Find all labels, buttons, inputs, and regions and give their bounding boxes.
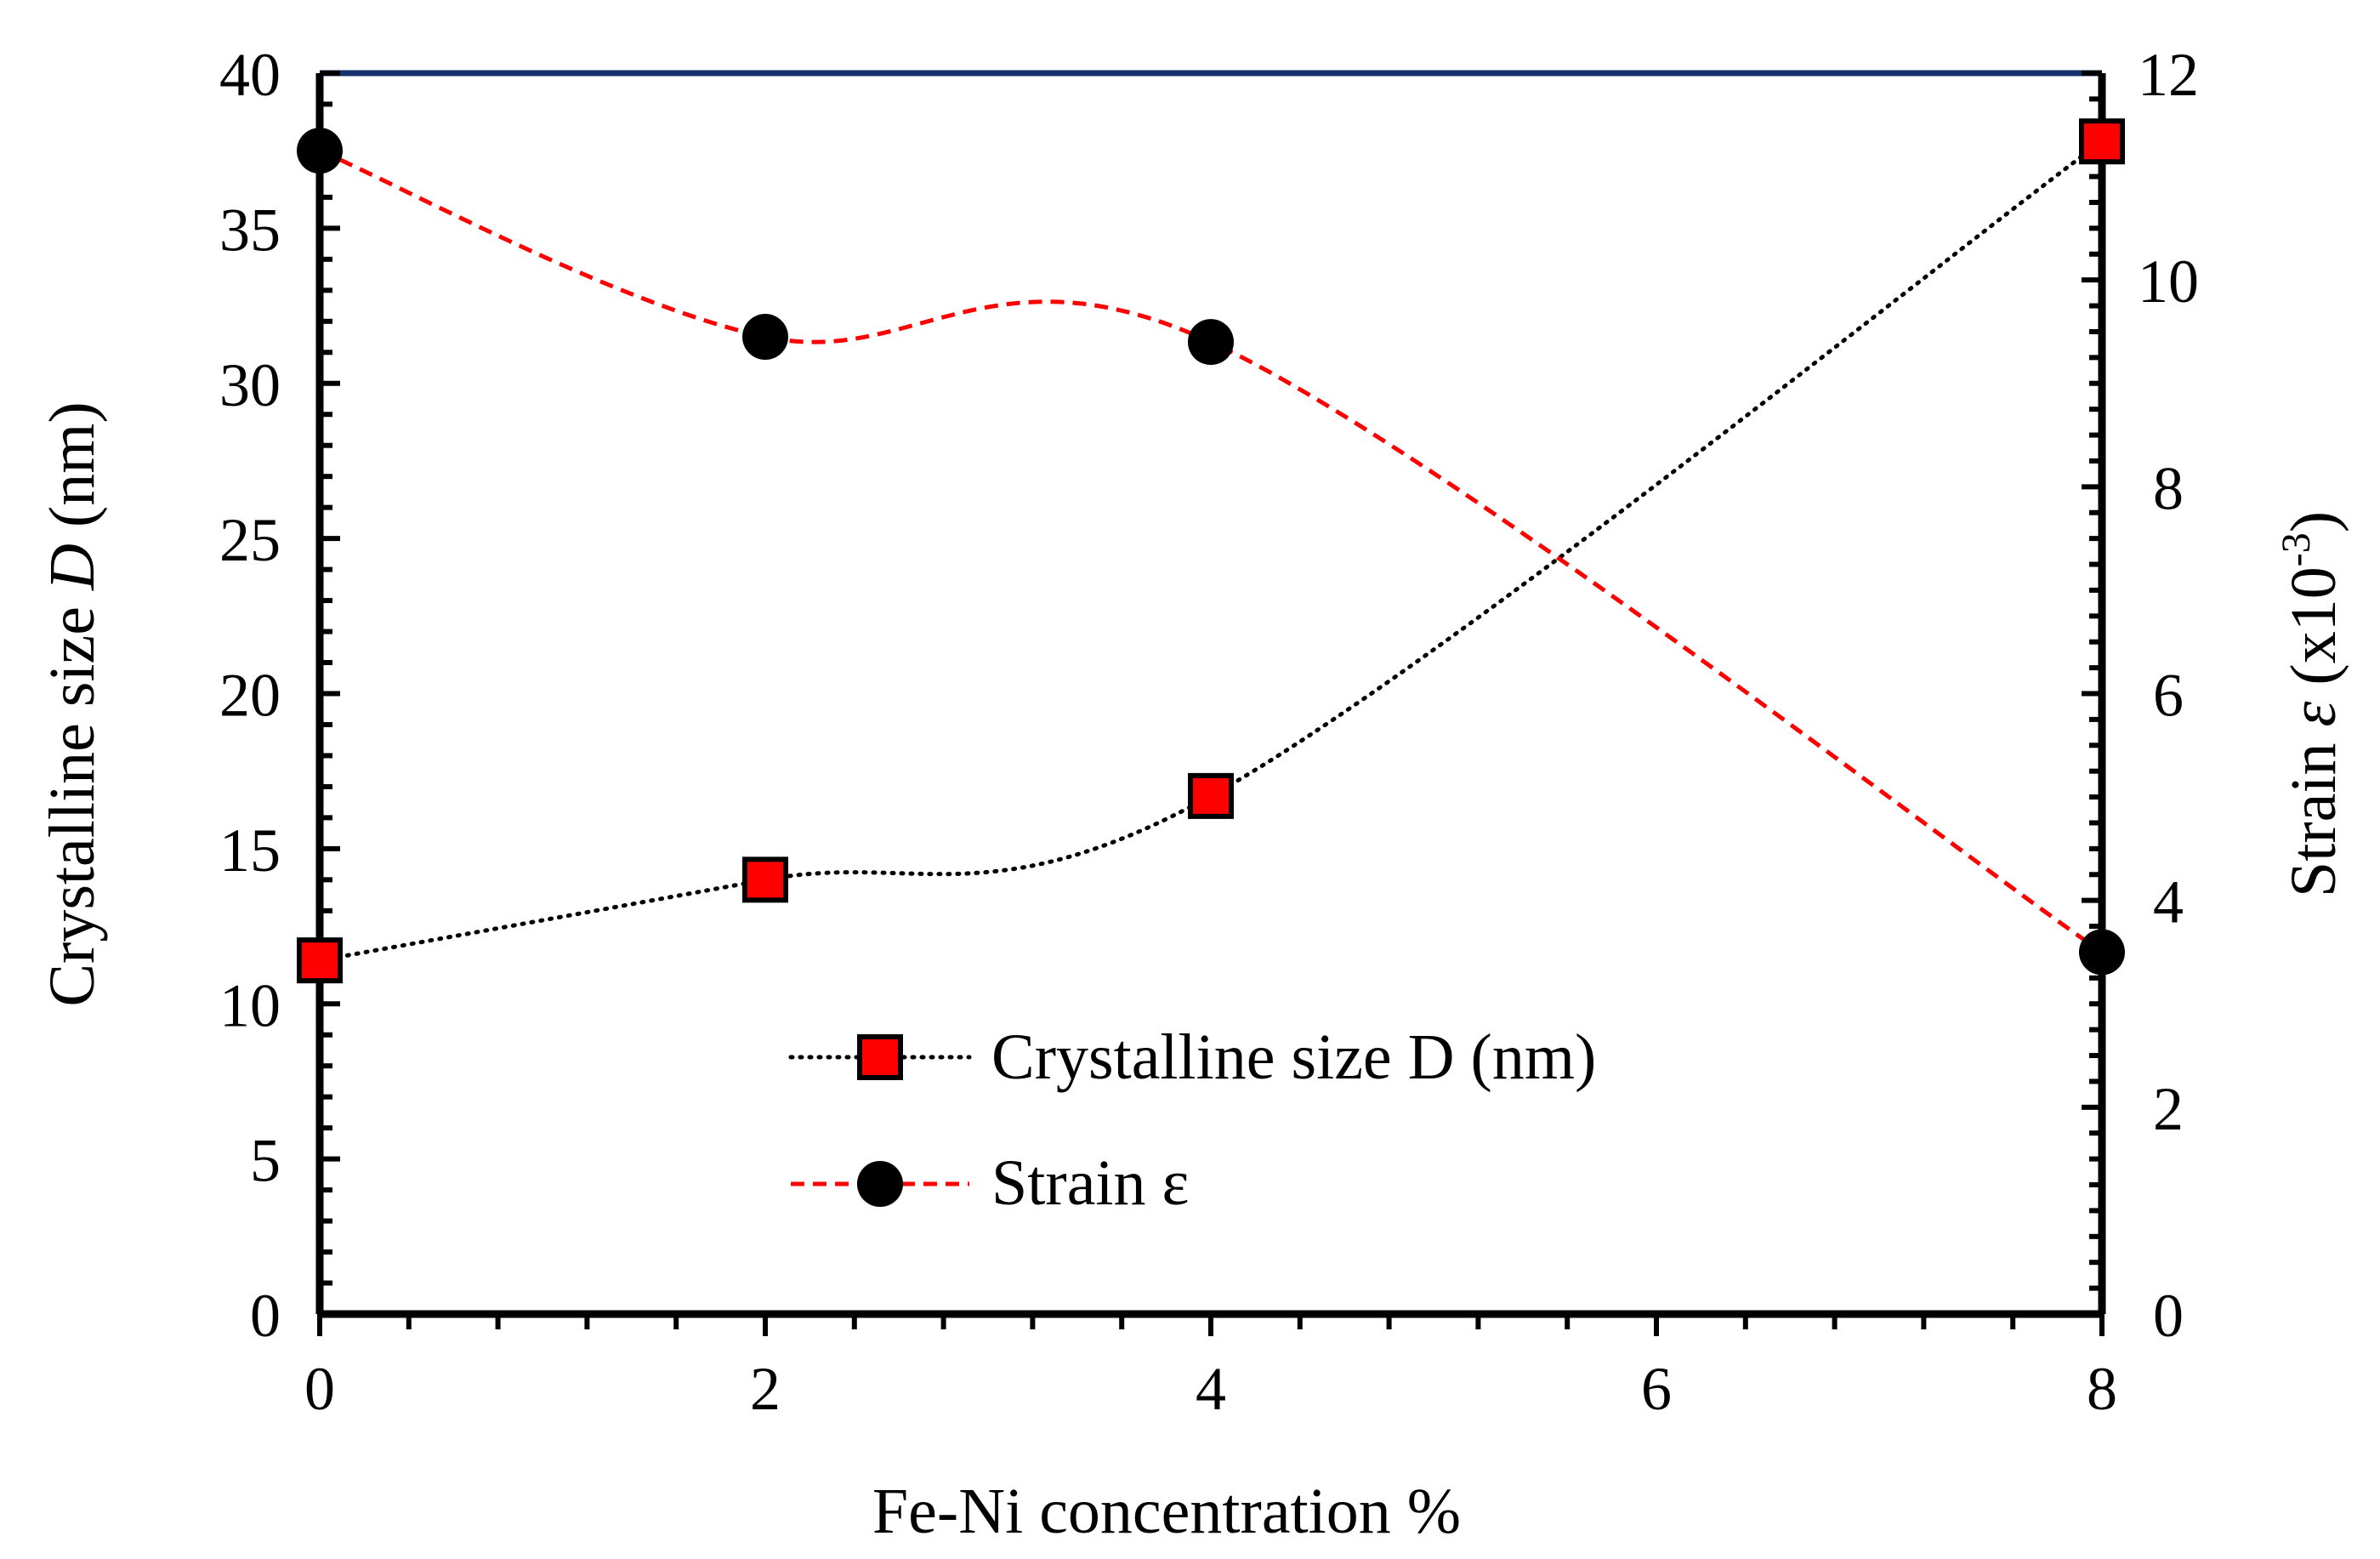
legend-label-strain: Strain ε	[991, 1147, 1189, 1219]
y2-tick-label: 12	[2138, 41, 2199, 109]
data-point-strain	[297, 128, 343, 174]
y-tick-label: 10	[219, 971, 281, 1039]
y-axis-title: Crystalline size D (nm)	[37, 401, 108, 1006]
y-tick-label: 30	[219, 351, 281, 419]
legend: Crystalline size D (nm) Strain ε	[788, 1021, 1596, 1219]
y-tick-label: 40	[219, 41, 281, 109]
y2-tick-label: 8	[2153, 454, 2184, 522]
y-tick-label: 25	[219, 506, 281, 574]
y2-tick-label: 0	[2153, 1282, 2184, 1350]
y2-tick-label: 10	[2138, 248, 2199, 316]
data-point-crystalline-size	[1188, 772, 1234, 819]
y2-tick-label: 4	[2153, 868, 2184, 936]
y-tick-label: 20	[219, 662, 281, 730]
legend-marker-circle	[857, 1161, 903, 1207]
series-markers	[297, 118, 2125, 984]
plot-frame	[315, 70, 2106, 1318]
data-point-strain	[742, 314, 788, 361]
y-tick-label: 5	[250, 1127, 281, 1195]
data-point-crystalline-size	[297, 937, 343, 984]
legend-marker-square	[857, 1034, 903, 1080]
data-point-strain	[2079, 929, 2125, 976]
x-tick-label: 8	[2087, 1355, 2117, 1423]
y-tick-label: 0	[250, 1282, 281, 1350]
legend-label-crystalline-size: Crystalline size D (nm)	[991, 1021, 1596, 1093]
y2-axis-ticks: 0 2 4 6 8 10 12	[2082, 41, 2199, 1350]
y2-tick-label: 2	[2153, 1075, 2184, 1143]
x-axis-ticks: 0 2 4 6 8	[304, 1314, 2117, 1423]
data-point-crystalline-size	[2079, 118, 2125, 165]
data-point-crystalline-size	[742, 856, 788, 903]
y-axis-ticks: 0 5 10 15 20 25 30 35 40	[219, 41, 340, 1350]
x-tick-label: 6	[1641, 1355, 1672, 1423]
y-tick-label: 15	[219, 816, 281, 885]
y2-axis-title: Strain ε (x10-3)	[2274, 511, 2349, 897]
y2-tick-label: 6	[2153, 662, 2184, 730]
y-tick-label: 35	[219, 196, 281, 264]
series-lines	[317, 139, 2105, 963]
x-tick-label: 4	[1196, 1355, 1226, 1423]
x-axis-title: Fe-Ni concentration %	[872, 1476, 1461, 1547]
series-line-crystalline-size	[317, 139, 2105, 963]
series-line-strain	[319, 148, 2104, 954]
x-tick-label: 2	[750, 1355, 781, 1423]
x-tick-label: 0	[304, 1355, 335, 1423]
data-point-strain	[1188, 319, 1234, 366]
